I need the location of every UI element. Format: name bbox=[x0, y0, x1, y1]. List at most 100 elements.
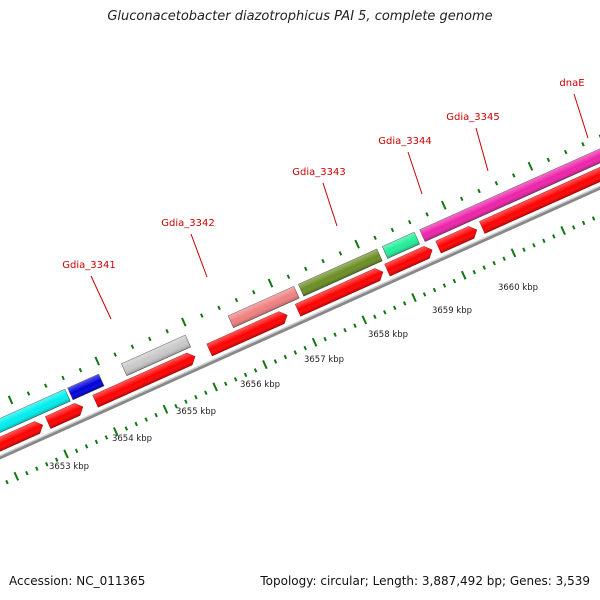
scale-label: 3655 kbp bbox=[176, 407, 216, 417]
scale-tick bbox=[460, 270, 467, 280]
outer-tick bbox=[217, 305, 221, 311]
gene-label: dnaE bbox=[559, 78, 584, 89]
scale-tick bbox=[134, 421, 138, 427]
scale-tick bbox=[233, 377, 238, 382]
scale-tick bbox=[243, 372, 248, 378]
scale-tick bbox=[402, 301, 407, 306]
outer-tick bbox=[338, 251, 343, 256]
gene-label: Gdia_3341 bbox=[62, 260, 115, 271]
outer-tick bbox=[44, 383, 48, 388]
scale-tick bbox=[591, 216, 596, 221]
gene-callout-line bbox=[322, 182, 338, 227]
scale-tick bbox=[154, 412, 158, 418]
outer-tick bbox=[7, 395, 14, 405]
scale-tick bbox=[124, 426, 129, 431]
outer-tick-track bbox=[7, 134, 600, 405]
outer-tick bbox=[354, 239, 360, 249]
outer-tick bbox=[165, 328, 169, 334]
gene-label: Gdia_3343 bbox=[292, 167, 345, 178]
outer-tick bbox=[234, 297, 239, 303]
outer-tick bbox=[304, 266, 308, 272]
scale-tick bbox=[560, 226, 566, 236]
feature-dnae-shade bbox=[419, 122, 600, 242]
scale-tick bbox=[542, 238, 546, 244]
gene-callout-line bbox=[573, 93, 589, 139]
scale-tick bbox=[373, 314, 377, 320]
scale-tick bbox=[502, 256, 506, 261]
gene-callout-line bbox=[190, 233, 208, 278]
outer-tick bbox=[252, 290, 256, 295]
scale-tick bbox=[323, 336, 327, 342]
outer-tick bbox=[563, 149, 568, 155]
cds-arrow-shade bbox=[435, 226, 477, 254]
gene-callout-line bbox=[407, 151, 423, 195]
feature-gdia-3341-shade bbox=[67, 374, 104, 400]
feature-gdia-3345-shade bbox=[382, 232, 420, 259]
feature-gdia-3344-shade bbox=[298, 249, 383, 297]
scale-tick bbox=[162, 404, 169, 414]
gene-label-layer: Gdia_3341 Gdia_3342 Gdia_3343 Gdia_3344 Gdia… bbox=[62, 78, 584, 271]
scale-tick bbox=[74, 448, 79, 454]
backbone-track bbox=[0, 111, 600, 526]
callout-lines bbox=[90, 93, 589, 320]
scale-tick bbox=[25, 470, 29, 476]
scale-tick bbox=[422, 292, 427, 297]
outer-tick bbox=[94, 356, 100, 366]
scale-tick bbox=[112, 427, 119, 437]
outer-tick bbox=[546, 157, 551, 163]
outer-tick bbox=[200, 313, 204, 318]
outer-tick bbox=[460, 196, 464, 202]
scale-label: 3653 kbp bbox=[49, 462, 89, 472]
gene-callout-line bbox=[90, 275, 112, 320]
scale-tick bbox=[383, 310, 387, 315]
cds-arrow-shade bbox=[479, 140, 600, 234]
scale-tick bbox=[144, 417, 148, 422]
scale-tick bbox=[184, 399, 188, 404]
scale-tick bbox=[212, 382, 218, 392]
scale-label: 3659 kbp bbox=[432, 306, 472, 316]
scale-label-layer: 3653 kbp 3654 kbp 3655 kbp 3656 kbp 3657 kbp… bbox=[49, 283, 538, 472]
scale-tick bbox=[223, 381, 228, 387]
scale-tick bbox=[303, 345, 307, 351]
scale-tick bbox=[5, 479, 9, 485]
cds-track bbox=[0, 139, 600, 474]
accession-text: Accession: NC_011365 bbox=[9, 574, 146, 588]
outer-tick bbox=[511, 173, 516, 178]
feature-gdia-3343-shade bbox=[228, 286, 300, 328]
scale-tick bbox=[333, 332, 337, 337]
scale-tick bbox=[204, 390, 208, 395]
genome-summary-text: Topology: circular; Length: 3,887,492 bp… bbox=[260, 574, 590, 588]
cds-arrow-shade bbox=[295, 268, 383, 317]
scale-label: 3657 kbp bbox=[304, 355, 344, 365]
scale-tick bbox=[510, 248, 517, 258]
outer-tick bbox=[494, 180, 499, 186]
backbone-line bbox=[0, 111, 600, 526]
scale-tick bbox=[442, 283, 447, 288]
scale-tick bbox=[581, 220, 586, 226]
outer-tick bbox=[581, 142, 585, 147]
scale-tick bbox=[94, 439, 99, 445]
scale-tick bbox=[571, 225, 576, 230]
outer-tick bbox=[441, 200, 447, 210]
feature-gdia-3342-shade bbox=[121, 335, 191, 376]
scale-tick bbox=[273, 359, 278, 364]
scale-tick bbox=[343, 327, 347, 333]
outer-tick bbox=[61, 375, 65, 381]
scale-tick bbox=[393, 305, 397, 311]
scale-label: 3658 kbp bbox=[368, 330, 408, 340]
outer-tick bbox=[181, 317, 187, 327]
scale-tick bbox=[522, 247, 526, 252]
gene-label: Gdia_3344 bbox=[378, 136, 431, 147]
gene-callout-line bbox=[475, 127, 489, 172]
scale-tick bbox=[45, 462, 49, 467]
cds-arrow-shade bbox=[384, 246, 433, 276]
outer-tick bbox=[286, 274, 291, 279]
scale-tick bbox=[194, 394, 198, 400]
gene-label: Gdia_3342 bbox=[161, 218, 214, 229]
outer-tick bbox=[113, 352, 117, 357]
scale-tick bbox=[452, 278, 457, 284]
outer-tick bbox=[390, 227, 395, 233]
outer-tick bbox=[267, 278, 274, 288]
scale-tick bbox=[411, 293, 417, 303]
